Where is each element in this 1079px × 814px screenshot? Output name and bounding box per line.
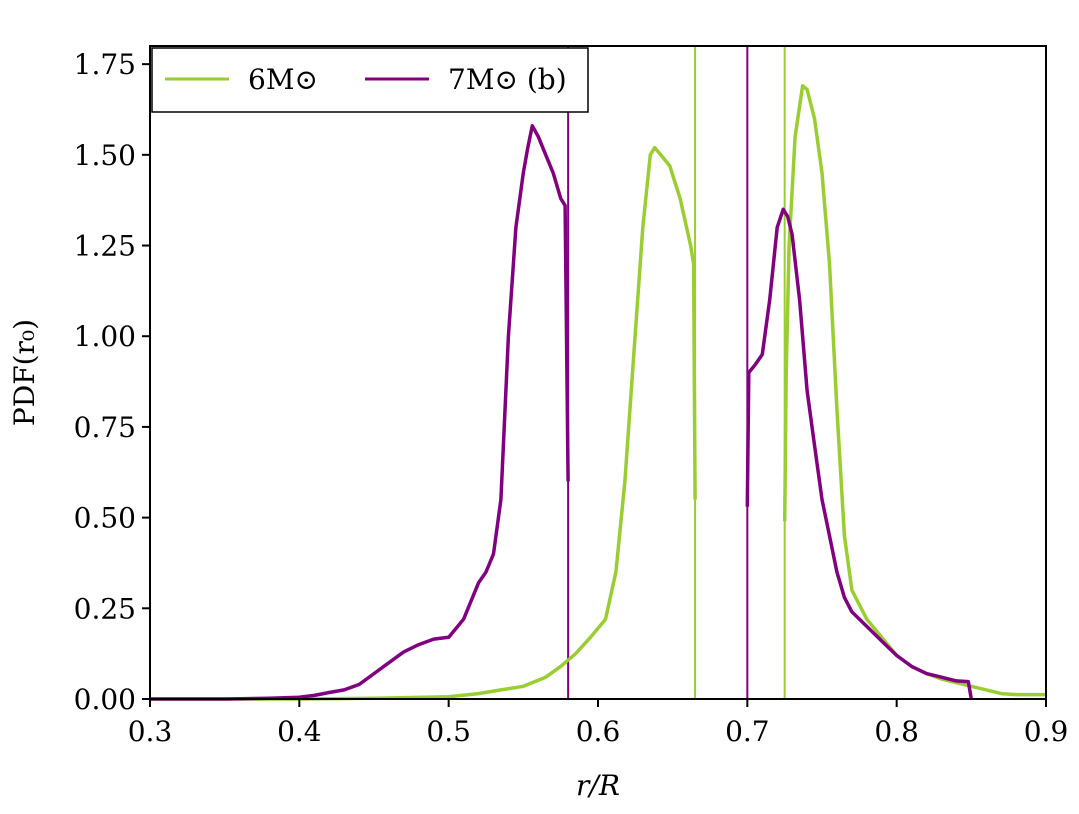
legend-label-7msun-b: 7M⊙ (b) — [448, 63, 567, 96]
x-tick-label: 0.9 — [1024, 715, 1069, 748]
series-line-1-segment-0 — [150, 124, 570, 701]
vertical-reference-lines — [567, 46, 786, 699]
series-line-0-segment-1 — [782, 84, 1046, 697]
legend-label-6msun: 6M⊙ — [248, 63, 318, 96]
y-axis-title: PDF(r₀) — [8, 319, 41, 426]
x-tick-label: 0.4 — [277, 715, 322, 748]
y-tick-label: 0.75 — [74, 411, 136, 444]
x-axis-title: r/R — [576, 769, 620, 802]
legend: 6M⊙ 7M⊙ (b) — [151, 47, 589, 113]
y-tick-label: 1.75 — [74, 48, 136, 81]
plot-frame — [149, 45, 1047, 700]
y-tick-label: 0.50 — [74, 502, 136, 535]
y-tick-label: 1.25 — [74, 230, 136, 263]
y-axis-ticks: 0.00 0.25 0.50 0.75 1.00 1.25 1.50 1.75 — [74, 48, 150, 716]
x-tick-label: 0.5 — [426, 715, 471, 748]
series-lines — [150, 84, 1046, 701]
y-tick-label: 0.00 — [74, 683, 136, 716]
x-tick-label: 0.8 — [874, 715, 919, 748]
series-line-1-segment-1 — [745, 207, 974, 700]
y-tick-label: 0.25 — [74, 592, 136, 625]
x-tick-label: 0.6 — [576, 715, 621, 748]
x-axis-ticks: 0.3 0.4 0.5 0.6 0.7 0.8 0.9 — [128, 699, 1069, 748]
y-tick-label: 1.00 — [74, 320, 136, 353]
x-tick-label: 0.7 — [725, 715, 770, 748]
y-tick-label: 1.50 — [74, 139, 136, 172]
series-line-0-segment-0 — [150, 145, 697, 701]
x-tick-label: 0.3 — [128, 715, 173, 748]
